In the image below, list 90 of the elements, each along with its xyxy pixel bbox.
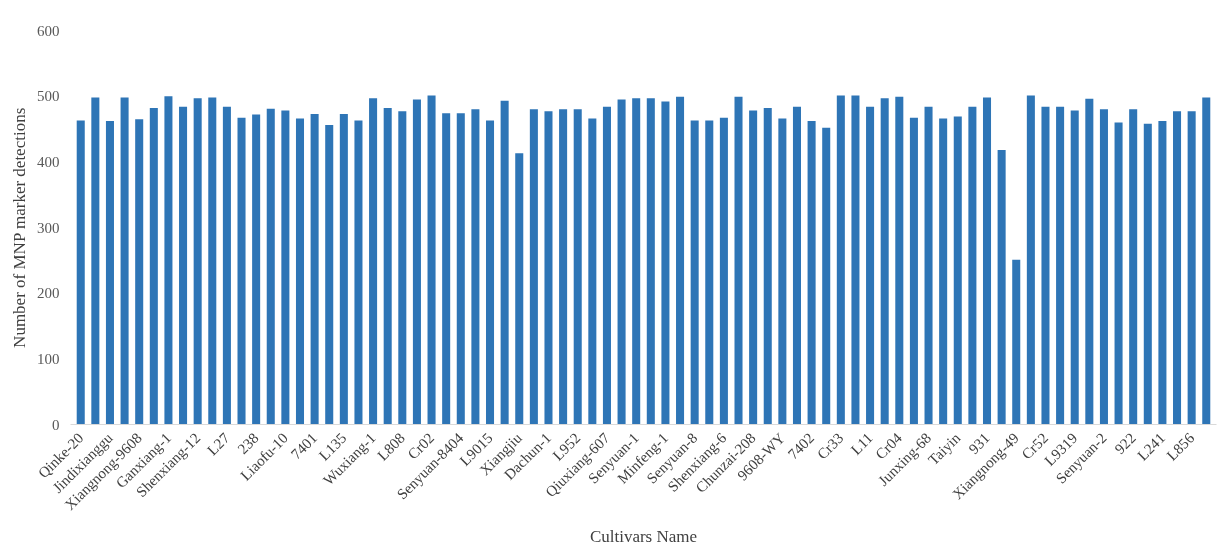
bar — [339, 113, 348, 425]
bar — [588, 118, 597, 425]
bar — [266, 108, 275, 425]
bar — [661, 101, 670, 425]
bar — [924, 106, 933, 425]
bar — [1085, 98, 1094, 425]
bar — [1187, 111, 1196, 425]
bar — [325, 125, 334, 425]
bar — [939, 118, 948, 425]
bar — [471, 109, 480, 425]
bar — [354, 120, 363, 425]
bar — [792, 106, 801, 425]
bar — [749, 110, 758, 425]
bar — [997, 150, 1006, 425]
bar — [252, 114, 261, 425]
bar — [895, 96, 904, 425]
bar — [442, 113, 451, 425]
bar — [646, 98, 655, 425]
bar — [369, 98, 378, 425]
bar — [778, 118, 787, 425]
y-tick-label: 0 — [52, 416, 60, 433]
x-axis-title: Cultivars Name — [589, 526, 698, 546]
bar — [456, 113, 465, 425]
bar — [1070, 110, 1079, 425]
bar — [1012, 259, 1021, 425]
bar — [953, 116, 962, 425]
y-tick-label: 600 — [37, 22, 60, 39]
bar — [1143, 123, 1152, 425]
bar — [1056, 106, 1065, 425]
bar — [763, 107, 772, 425]
y-tick-label: 500 — [37, 88, 60, 105]
bar — [866, 106, 875, 425]
bar — [822, 127, 831, 425]
bar — [1158, 121, 1167, 425]
bar — [602, 106, 611, 425]
y-tick-label: 300 — [37, 219, 60, 236]
bar — [1041, 106, 1050, 425]
bar — [719, 117, 728, 425]
bar — [968, 106, 977, 425]
bar — [1173, 111, 1182, 425]
bar — [179, 106, 188, 425]
bar — [559, 109, 568, 425]
bar — [398, 111, 407, 425]
bar — [412, 99, 421, 425]
bar — [705, 120, 714, 425]
bar — [617, 99, 626, 425]
y-tick-label: 200 — [37, 285, 60, 302]
x-tick-label: L11 — [847, 429, 876, 458]
bar — [135, 119, 144, 425]
bar — [676, 96, 685, 425]
bar — [1114, 122, 1123, 425]
bar — [1129, 109, 1138, 425]
bar — [208, 97, 217, 425]
bar — [105, 121, 114, 425]
bar — [486, 120, 495, 425]
bar — [1202, 97, 1211, 425]
bar — [500, 100, 509, 425]
bar — [310, 113, 319, 425]
bar — [383, 107, 392, 425]
bar — [237, 117, 246, 425]
bar — [880, 98, 889, 425]
bar — [836, 95, 845, 425]
x-tick-label: L27 — [204, 429, 233, 459]
bar — [91, 97, 100, 425]
bar — [193, 98, 202, 425]
bar — [851, 95, 860, 425]
y-tick-label: 100 — [37, 350, 60, 367]
bar — [544, 111, 553, 425]
x-tick-label: Cr33 — [813, 429, 847, 463]
bar — [222, 106, 231, 425]
bar — [1026, 95, 1035, 425]
bar — [515, 153, 524, 425]
bar — [120, 97, 129, 425]
bar — [909, 117, 918, 425]
bar — [427, 95, 436, 425]
bar — [164, 96, 173, 425]
bar — [281, 110, 290, 425]
bar — [982, 97, 992, 425]
bar — [807, 121, 816, 425]
bar — [76, 120, 85, 425]
bar — [149, 107, 158, 425]
y-axis-title: Number of MNP marker detections — [10, 107, 29, 348]
bar — [632, 98, 641, 425]
bar — [734, 96, 743, 425]
bar — [573, 109, 582, 425]
bar — [1099, 109, 1108, 425]
bar — [690, 120, 699, 425]
y-tick-label: 400 — [37, 153, 60, 170]
bar — [529, 109, 538, 425]
bar — [295, 118, 305, 425]
